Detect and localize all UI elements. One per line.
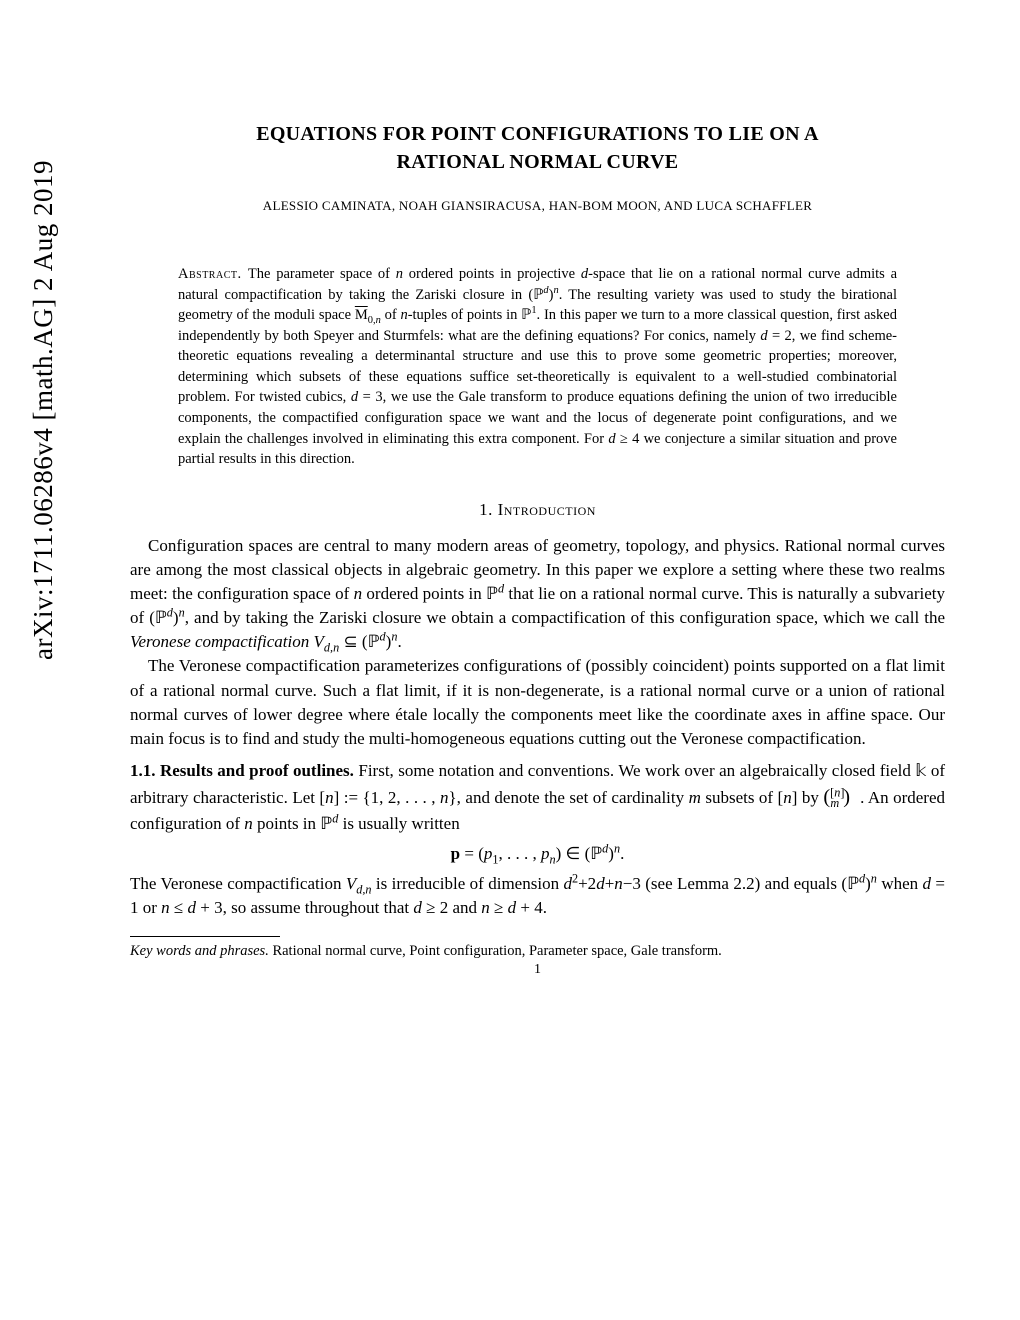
footnote-separator <box>130 936 280 937</box>
intro-paragraph-1: Configuration spaces are central to many… <box>130 534 945 655</box>
paper-authors: ALESSIO CAMINATA, NOAH GIANSIRACUSA, HAN… <box>130 198 945 214</box>
intro-paragraph-2: The Veronese compactification parameteri… <box>130 654 945 751</box>
title-line-2: RATIONAL NORMAL CURVE <box>397 151 679 173</box>
equation-1: p = (p1, . . . , pn) ∈ (ℙd)n. <box>130 844 945 864</box>
subsection-label: 1.1. Results and proof outlines. <box>130 761 358 780</box>
arxiv-identifier: arXiv:1711.06286v4 [math.AG] 2 Aug 2019 <box>28 160 59 660</box>
page-number: 1 <box>130 962 945 978</box>
abstract-label: Abstract. <box>178 266 248 282</box>
keywords-label: Key words and phrases. <box>130 943 269 959</box>
paper-content: EQUATIONS FOR POINT CONFIGURATIONS TO LI… <box>130 0 945 978</box>
title-line-1: EQUATIONS FOR POINT CONFIGURATIONS TO LI… <box>256 123 819 145</box>
intro-paragraph-3: The Veronese compactification Vd,n is ir… <box>130 872 945 920</box>
keywords: Key words and phrases. Rational normal c… <box>130 943 945 960</box>
section-1-heading: 1. Introduction <box>130 500 945 520</box>
subsection-1-1: 1.1. Results and proof outlines. First, … <box>130 759 945 836</box>
abstract-text: The parameter space of n ordered points … <box>178 266 897 467</box>
abstract: Abstract. The parameter space of n order… <box>178 264 897 470</box>
keywords-text: Rational normal curve, Point configurati… <box>272 943 721 959</box>
paper-title: EQUATIONS FOR POINT CONFIGURATIONS TO LI… <box>130 120 945 176</box>
